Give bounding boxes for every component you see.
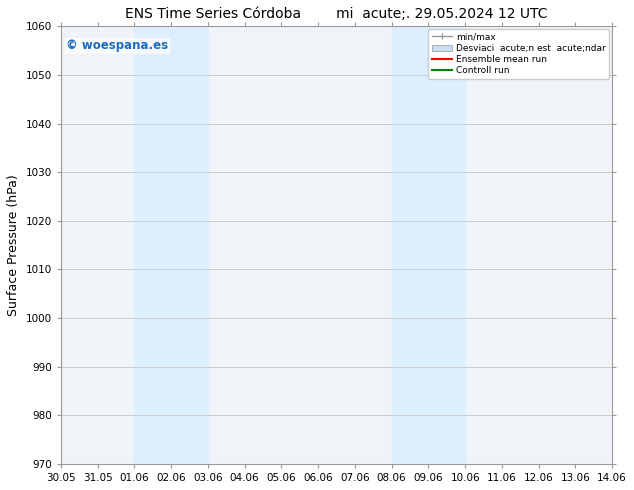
Y-axis label: Surface Pressure (hPa): Surface Pressure (hPa): [7, 174, 20, 316]
Bar: [392, 26, 465, 464]
Title: ENS Time Series Córdoba        mi  acute;. 29.05.2024 12 UTC: ENS Time Series Córdoba mi acute;. 29.05…: [126, 7, 548, 21]
Bar: [134, 26, 208, 464]
Legend: min/max, Desviaci  acute;n est  acute;ndar, Ensemble mean run, Controll run: min/max, Desviaci acute;n est acute;ndar…: [428, 29, 609, 79]
Text: © woespana.es: © woespana.es: [67, 39, 169, 52]
